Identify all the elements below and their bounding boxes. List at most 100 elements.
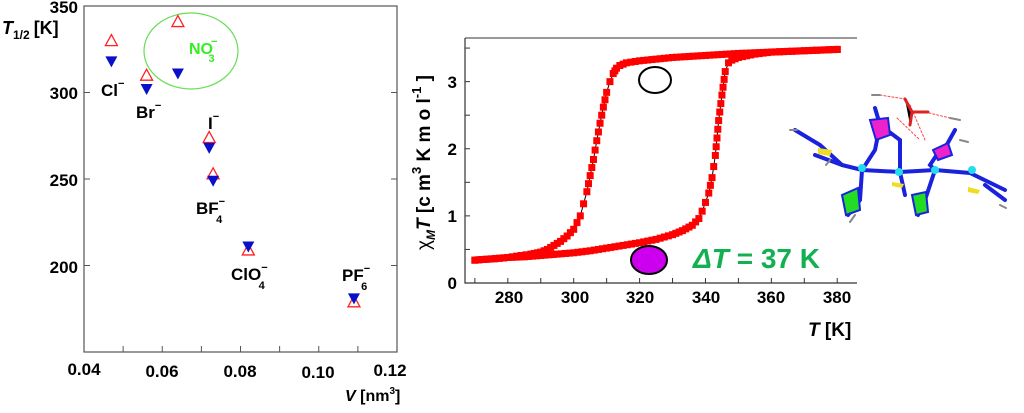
right-xtick-340: 340 xyxy=(692,288,720,307)
cooling-data-point xyxy=(585,180,593,188)
heating-data-point xyxy=(549,250,557,258)
low-spin-filled-circle xyxy=(630,245,668,275)
heating-data-point xyxy=(529,252,537,260)
heating-data-point xyxy=(829,46,837,54)
cooling-data-point xyxy=(601,96,609,104)
heating-data-point xyxy=(619,241,627,249)
heating-data-point xyxy=(631,239,639,247)
right-ytick-0: 0 xyxy=(448,274,457,293)
right-ytick-3: 3 xyxy=(448,73,457,92)
heating-data-point xyxy=(607,243,615,251)
filled-triangle-point-BF4 xyxy=(207,175,220,187)
heating-data-point xyxy=(561,249,569,257)
label-cl: Cl− xyxy=(101,78,124,100)
cooling-data-point xyxy=(596,119,604,127)
cooling-data-point xyxy=(681,53,689,61)
cooling-data-point xyxy=(664,54,672,62)
heating-data-point xyxy=(504,253,512,261)
heating-data-point xyxy=(553,250,561,258)
left-xtick-0.06: 0.06 xyxy=(145,362,178,381)
label-pf6: PF− 6 xyxy=(342,263,370,293)
heating-data-point xyxy=(557,250,565,258)
heating-data-point xyxy=(734,53,742,61)
cooling-data-point xyxy=(598,111,606,119)
heating-data-point xyxy=(652,235,660,243)
heating-data-point xyxy=(796,47,804,55)
heating-data-point xyxy=(623,241,631,249)
heating-data-point xyxy=(719,83,727,91)
heating-data-point xyxy=(763,49,771,57)
cooling-data-point xyxy=(627,58,635,66)
heating-data-point xyxy=(599,245,607,253)
heating-data-point xyxy=(640,238,648,246)
cooling-data-point xyxy=(652,55,660,63)
heating-data-point xyxy=(483,255,491,263)
left-ytick-200: 200 xyxy=(50,258,78,277)
heating-data-point xyxy=(644,237,652,245)
cooling-data-point xyxy=(589,155,597,163)
label-i: I− xyxy=(208,111,219,133)
left-chart: 350 300 250 200 0.04 0.06 0.08 0.10 0.12… xyxy=(2,0,407,405)
heating-data-point xyxy=(712,143,720,151)
left-ylabel: T1/2 [K] xyxy=(2,18,59,42)
left-ytick-250: 250 xyxy=(50,171,78,190)
right-xtick-300: 300 xyxy=(561,288,589,307)
filled-triangle-point-NO3 xyxy=(171,68,184,80)
cooling-data-point xyxy=(593,137,601,145)
right-axis-ticks xyxy=(465,47,838,283)
heating-data-point xyxy=(533,252,541,260)
left-ytick-300: 300 xyxy=(50,84,78,103)
filled-triangle-point-PF6 xyxy=(347,293,360,305)
left-xtick-0.12: 0.12 xyxy=(373,361,406,380)
heating-data-point xyxy=(804,47,812,55)
heating-data-point xyxy=(813,46,821,54)
right-ytick-2: 2 xyxy=(448,140,457,159)
heating-data-point xyxy=(780,48,788,56)
cooling-data-point xyxy=(726,50,734,58)
heating-data-point xyxy=(537,251,545,259)
open-triangle-point-Cl xyxy=(104,33,119,47)
heating-data-point xyxy=(788,47,796,55)
open-triangle-point-NO3 xyxy=(170,14,185,28)
right-xtick-380: 380 xyxy=(823,288,851,307)
pink-ring xyxy=(931,141,954,162)
heating-data-point xyxy=(771,48,779,56)
cooling-data-point xyxy=(718,50,726,58)
yellow-ring xyxy=(968,187,980,194)
heating-data-point xyxy=(594,245,602,253)
yellow-ring xyxy=(892,182,904,188)
heating-data-point xyxy=(611,243,619,251)
no3-highlight-ellipse xyxy=(143,12,239,90)
heating-data-point xyxy=(776,48,784,56)
heating-data-point xyxy=(755,50,763,58)
cooling-data-point xyxy=(606,78,614,86)
cooling-data-point xyxy=(631,57,639,65)
heating-data-point xyxy=(833,45,841,53)
pink-ring xyxy=(868,116,892,142)
heating-data-point xyxy=(570,249,578,257)
heating-data-point xyxy=(821,46,829,54)
green-ring xyxy=(840,186,862,217)
heating-data-point xyxy=(586,247,594,255)
heating-data-point xyxy=(636,239,644,247)
heating-data-point xyxy=(660,233,668,241)
cooling-data-point xyxy=(673,53,681,61)
heating-data-point xyxy=(715,117,723,125)
heating-data-point xyxy=(747,51,755,59)
heating-data-point xyxy=(800,47,808,55)
label-no3: NO− 3 xyxy=(189,36,217,65)
cooling-branch-line xyxy=(474,48,838,261)
heating-data-point xyxy=(603,244,611,252)
heating-data-point xyxy=(751,50,759,58)
right-axes xyxy=(464,38,857,284)
left-markers xyxy=(104,14,362,308)
high-spin-open-circle xyxy=(638,66,672,94)
heating-data-point xyxy=(582,247,590,255)
heating-data-point xyxy=(695,215,703,223)
heating-data-point xyxy=(520,253,528,261)
cooling-data-point xyxy=(706,51,714,59)
heating-data-point xyxy=(701,198,709,206)
heating-data-point xyxy=(711,151,719,159)
cooling-data-point xyxy=(701,51,709,59)
